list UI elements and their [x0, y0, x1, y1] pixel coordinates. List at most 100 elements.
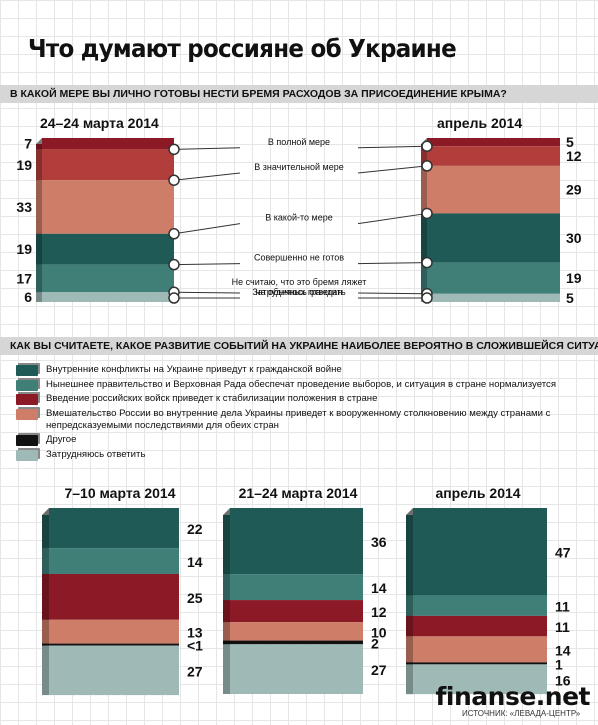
chart1-segment: [427, 146, 560, 166]
chart1-segment: [42, 149, 174, 181]
chart2-segment-side: [42, 573, 49, 620]
legend-label: Вмешательство России во внутренние дела …: [46, 407, 551, 431]
legend-label: Нынешнее правительство и Верховная Рада …: [46, 378, 557, 390]
chart1-period-left: 24–24 марта 2014: [40, 115, 159, 131]
chart2-period-2: 21–24 марта 2014: [238, 485, 358, 501]
chart2-segment: [413, 615, 547, 637]
chart2-segment-side: [223, 640, 230, 645]
legend-swatch: [16, 408, 38, 420]
chart2-segment-side: [223, 574, 230, 601]
chart2-segment-side: [42, 643, 49, 646]
chart2-value-label: 13: [187, 625, 203, 641]
legend-swatch: [16, 435, 38, 447]
legend-label: Введение российских войск приведет к ста…: [46, 393, 378, 405]
page-title: Что думают россияне об Украине: [28, 34, 457, 63]
legend-label: Другое: [46, 434, 77, 446]
chart2-segment-side: [223, 622, 230, 641]
chart1-segment: [42, 292, 174, 302]
chart1-segment-side: [36, 292, 42, 302]
chart2-segment-side: [406, 515, 413, 596]
legend-item: Вмешательство России во внутренние дела …: [16, 408, 591, 432]
chart1-series-label: В полной мере: [268, 137, 330, 147]
chart1-series-label: на обычных граждан: [256, 287, 343, 297]
chart1-connector: [357, 212, 428, 225]
chart1-segment-side: [421, 213, 427, 263]
chart1-connector: [357, 165, 428, 174]
chart1-value-label: 17: [16, 270, 32, 286]
chart2-value-label: 2: [371, 635, 379, 651]
chart2-segment-side: [42, 548, 49, 574]
chart1-segment-side: [36, 264, 42, 293]
chart1-connector-dot: [421, 207, 433, 220]
chart2-segment: [49, 619, 179, 644]
chart1-connector-dot: [168, 292, 180, 304]
chart1-segment-side: [36, 180, 42, 234]
chart2-value-label: 14: [371, 580, 387, 596]
chart1-connector: [173, 172, 241, 181]
chart1-segment: [427, 293, 560, 302]
chart2-segment: [230, 644, 363, 694]
chart2-segment: [413, 664, 547, 695]
chart2-value-label: 11: [555, 619, 570, 635]
chart1-connector-dot: [421, 292, 433, 304]
chart1-series-label: В значительной мере: [254, 162, 344, 172]
chart2-period-1: 7–10 марта 2014: [64, 485, 176, 501]
chart2-period-3: апрель 2014: [435, 485, 521, 501]
chart2-value-label: 27: [187, 663, 203, 679]
chart2-legend: Внутренние конфликты на Украине приведут…: [16, 364, 591, 464]
chart2-segment-side: [406, 595, 413, 616]
chart2-segment: [413, 636, 547, 663]
chart1-connector: [173, 263, 241, 266]
chart2-segment-side: [223, 600, 230, 623]
legend-item: Нынешнее правительство и Верховная Рада …: [16, 379, 591, 391]
chart1-connector-dot: [168, 174, 180, 186]
chart2-segment: [49, 643, 179, 646]
chart1-series-label: В какой-то мере: [265, 213, 332, 223]
chart2-segment: [413, 595, 547, 616]
chart1-segment-side: [36, 149, 42, 181]
chart1-segment: [427, 138, 560, 147]
chart2-value-label: 10: [371, 624, 387, 640]
chart2-value-label: 12: [371, 604, 387, 620]
chart1-connector-dot: [168, 228, 180, 240]
chart1-value-label: 29: [566, 182, 582, 198]
chart1-value-label: 5: [566, 134, 574, 150]
chart2-value-label: 25: [187, 590, 203, 606]
chart1-segment-side: [421, 165, 427, 214]
chart1-segment-side: [36, 144, 42, 150]
chart1-connector-dot: [421, 160, 433, 172]
question-1: В КАКОЙ МЕРЕ ВЫ ЛИЧНО ГОТОВЫ НЕСТИ БРЕМЯ…: [0, 85, 598, 103]
chart1-value-label: 5: [566, 290, 574, 306]
chart1-value-label: 33: [16, 199, 32, 215]
chart1-series-label: Совершенно не готов: [254, 253, 344, 263]
chart1-segment-side: [36, 233, 42, 265]
legend-swatch: [16, 449, 38, 461]
legend-label: Затрудняюсь ответить: [46, 448, 146, 460]
chart2-value-label: 22: [187, 521, 203, 537]
chart2-segment: [230, 640, 363, 645]
chart1-segment: [42, 264, 174, 293]
chart1-connector-dot: [421, 140, 433, 152]
chart1-segment: [427, 262, 560, 294]
chart2-value-label: 47: [555, 545, 571, 561]
chart1-value-label: 19: [16, 157, 32, 173]
chart2-segment: [413, 508, 547, 596]
chart2-segment: [230, 600, 363, 623]
chart2-segment-side: [42, 515, 49, 549]
chart1-connector: [173, 291, 241, 294]
chart1-connector: [357, 145, 428, 149]
chart1-value-label: 12: [566, 148, 582, 164]
legend-item: Другое: [16, 434, 591, 447]
chart1-value-label: 7: [24, 136, 32, 152]
chart2-segment: [49, 508, 179, 549]
chart2-value-label: 14: [187, 554, 203, 570]
chart2-segment-side: [42, 619, 49, 644]
chart1-connector-dot: [421, 256, 433, 269]
chart1-connector: [173, 223, 241, 235]
chart2-value-label: 36: [371, 534, 387, 550]
legend-item: Введение российских войск приведет к ста…: [16, 393, 591, 406]
source-note: ИСТОЧНИК: «ЛЕВАДА-ЦЕНТР»: [462, 709, 581, 718]
chart1-connector: [357, 292, 428, 295]
